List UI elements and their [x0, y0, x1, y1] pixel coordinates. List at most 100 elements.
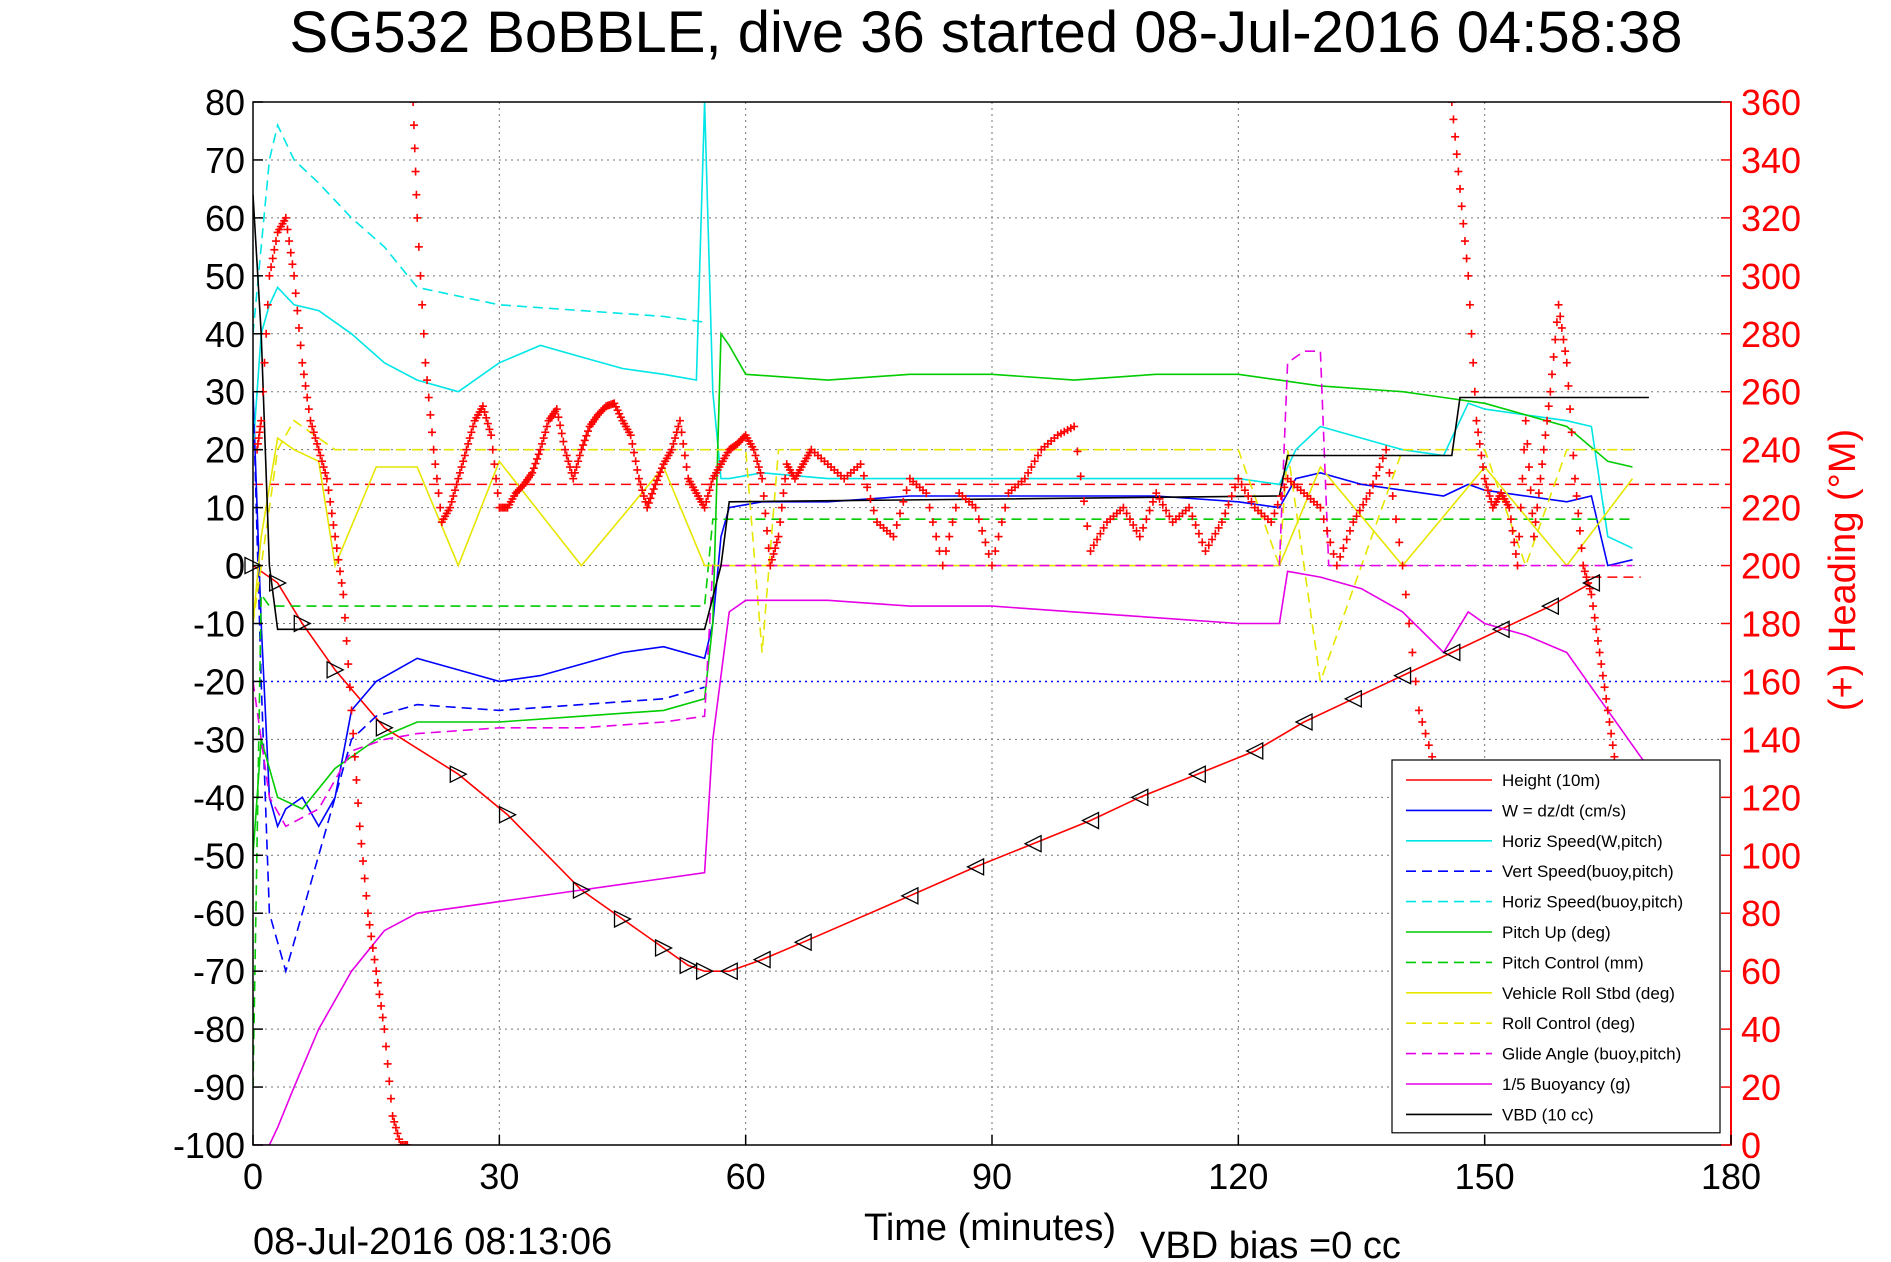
- heading-point: [1608, 741, 1617, 750]
- heading-point: [556, 421, 565, 430]
- heading-point: [365, 920, 374, 929]
- heading-point: [469, 422, 478, 431]
- y2-tick-label: 80: [1741, 893, 1781, 934]
- heading-point: [613, 406, 622, 415]
- series-line-7: [253, 436, 1634, 624]
- heading-point: [536, 445, 545, 454]
- heading-point: [677, 428, 686, 437]
- height-marker: [1442, 643, 1461, 662]
- heading-point: [1536, 474, 1545, 483]
- legend-label: Roll Control (deg): [1502, 1014, 1635, 1033]
- heading-point: [948, 518, 957, 527]
- legend-item: Vehicle Roll Stbd (deg): [1406, 984, 1675, 1003]
- heading-point: [454, 474, 463, 483]
- heading-point: [1214, 523, 1223, 532]
- heading-point: [290, 271, 299, 280]
- heading-point: [922, 489, 931, 498]
- heading-point: [1408, 648, 1417, 657]
- height-marker: [498, 805, 517, 824]
- x-axis-ticks: 0 30 60 90 120 150 180: [243, 1135, 1761, 1197]
- heading-point: [1562, 358, 1571, 367]
- heading-point: [412, 190, 421, 199]
- height-marker: [449, 765, 468, 784]
- heading-point: [633, 465, 642, 474]
- heading-point: [1339, 544, 1348, 553]
- heading-point: [429, 445, 438, 454]
- y-tick-label: -60: [193, 893, 245, 934]
- heading-point: [1513, 561, 1522, 570]
- heading-point: [334, 555, 343, 564]
- heading-point: [1342, 535, 1351, 544]
- heading-point: [1135, 532, 1144, 541]
- heading-point: [265, 271, 274, 280]
- legend-label: Height (10m): [1502, 771, 1600, 790]
- heading-point: [538, 439, 547, 448]
- heading-point: [1539, 445, 1548, 454]
- y-tick-label: -10: [193, 604, 245, 645]
- heading-point: [1165, 512, 1174, 521]
- heading-point: [1454, 167, 1463, 176]
- heading-point: [1401, 590, 1410, 599]
- heading-point: [1580, 567, 1589, 576]
- height-marker: [1393, 666, 1412, 685]
- heading-point: [1556, 312, 1565, 321]
- heading-point: [1589, 602, 1598, 611]
- heading-point: [1139, 523, 1148, 532]
- heading-point: [423, 376, 432, 385]
- height-marker: [1130, 788, 1149, 807]
- heading-point: [1467, 329, 1476, 338]
- legend-item: Height (10m): [1406, 771, 1600, 790]
- heading-point: [994, 532, 1003, 541]
- heading-point: [896, 509, 905, 518]
- heading-point: [651, 480, 660, 489]
- y2-tick-label: 180: [1741, 604, 1801, 645]
- heading-point: [260, 358, 269, 367]
- heading-point: [1575, 526, 1584, 535]
- heading-point: [534, 450, 543, 459]
- heading-point: [557, 429, 566, 438]
- legend-box: [1391, 759, 1721, 1134]
- heading-point: [256, 422, 265, 431]
- heading-point: [413, 213, 422, 222]
- heading-point: [631, 457, 640, 466]
- heading-point: [1605, 718, 1614, 727]
- heading-point: [1089, 541, 1098, 550]
- y2-tick-label: 120: [1741, 777, 1801, 818]
- heading-point: [1511, 549, 1520, 558]
- heading-point: [308, 422, 317, 431]
- heading-point: [1162, 506, 1171, 515]
- y-tick-label: -80: [193, 1009, 245, 1050]
- heading-point: [487, 431, 496, 440]
- heading-point: [368, 943, 377, 952]
- x-tick-label: 0: [243, 1156, 263, 1197]
- heading-point: [761, 509, 770, 518]
- series-layer: [253, 102, 1650, 1145]
- heading-point: [1472, 416, 1481, 425]
- heading-point: [1452, 150, 1461, 159]
- heading-point: [332, 544, 341, 553]
- heading-point: [1549, 352, 1558, 361]
- heading-point: [636, 480, 645, 489]
- heading-point: [344, 660, 353, 669]
- height-marker: [1540, 597, 1560, 616]
- heading-point: [1365, 489, 1374, 498]
- legend-label: Glide Angle (buoy,pitch): [1502, 1045, 1681, 1064]
- heading-point: [776, 518, 785, 527]
- heading-point: [639, 492, 648, 501]
- heading-point: [396, 1141, 405, 1145]
- heading-point: [1521, 416, 1530, 425]
- heading-point: [703, 492, 712, 501]
- y2-axis-ticks: 0 20 40 60 80 100 120 140 160 180 200 220 240 260 280 3…: [1721, 82, 1801, 1166]
- heading-point: [1355, 506, 1364, 515]
- y-tick-label: 40: [205, 314, 245, 355]
- heading-point: [1221, 509, 1230, 518]
- y2-tick-label: 0: [1741, 1125, 1761, 1166]
- heading-point: [562, 451, 571, 460]
- legend-item: Vert Speed(buoy,pitch): [1406, 862, 1674, 881]
- y-tick-label: 30: [205, 372, 245, 413]
- heading-point: [1191, 520, 1200, 529]
- y2-tick-label: 360: [1741, 82, 1801, 123]
- heading-point: [306, 416, 315, 425]
- y2-tick-label: 200: [1741, 546, 1801, 587]
